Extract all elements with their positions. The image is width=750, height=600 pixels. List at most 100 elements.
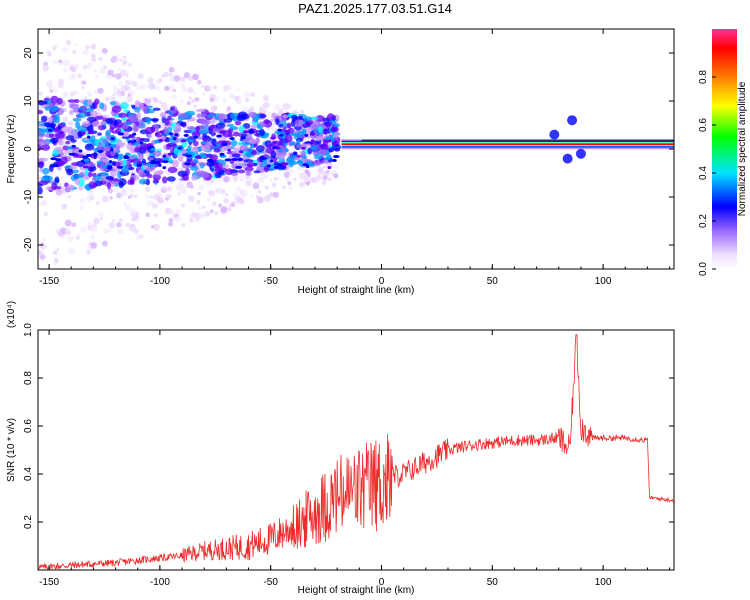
spectrogram-speckle bbox=[47, 128, 53, 132]
spectrogram-blob bbox=[40, 115, 48, 123]
spectrogram-scatter-cell bbox=[111, 55, 119, 63]
colorbar-label: Normalized spectral amplitude bbox=[737, 81, 748, 216]
spectrogram-scatter-cell bbox=[241, 190, 249, 197]
spectrogram-x-tick-label: 100 bbox=[595, 276, 612, 287]
spectrogram-x-tick-label: -150 bbox=[39, 276, 59, 287]
spectrogram-speckle bbox=[272, 146, 278, 150]
spectrogram-scatter-cell bbox=[56, 248, 60, 252]
spectrogram-scatter-cell bbox=[78, 137, 84, 143]
spectrogram-scatter-cell bbox=[69, 73, 76, 81]
spectrogram-scatter-cell bbox=[307, 137, 312, 142]
spectrogram-blob bbox=[263, 165, 270, 173]
spectrogram-blob bbox=[43, 138, 50, 146]
spectrogram-blob bbox=[54, 176, 60, 183]
spectrogram-scatter-cell bbox=[166, 186, 173, 192]
spectrogram-speckle bbox=[136, 163, 142, 167]
spectrogram-scatter-cell bbox=[283, 171, 290, 178]
spectrogram-speckle bbox=[162, 157, 169, 161]
spectrogram-scatter-cell bbox=[152, 203, 158, 209]
spectrogram-scatter-cell bbox=[133, 194, 138, 199]
spectrogram-speckle bbox=[162, 154, 167, 158]
spectrogram-scatter-cell bbox=[112, 84, 118, 90]
spectrogram-scatter-cell bbox=[88, 191, 95, 198]
spectrogram-speckle bbox=[117, 132, 125, 136]
spectrogram-scatter-cell bbox=[193, 90, 197, 95]
snr-series-line bbox=[38, 334, 674, 570]
spectrogram-scatter-cell bbox=[299, 181, 306, 188]
spectrogram-blob bbox=[278, 123, 284, 128]
spectrogram-blob bbox=[40, 144, 51, 151]
spectrogram-scatter-cell bbox=[124, 85, 131, 92]
spectrogram-blob bbox=[48, 164, 54, 172]
spectrogram-scatter-cell bbox=[249, 106, 255, 112]
colorbar-tick-label: 0.0 bbox=[698, 262, 709, 276]
spectrogram-scatter-cell bbox=[209, 97, 214, 103]
spectrogram-blob bbox=[118, 112, 128, 119]
spectrogram-y-tick-label: 10 bbox=[23, 95, 34, 107]
spectrogram-blob bbox=[73, 98, 80, 104]
spectrogram-scatter-cell bbox=[125, 223, 130, 227]
spectrogram-blob bbox=[217, 113, 226, 122]
spectrogram-scatter-cell bbox=[181, 223, 186, 228]
spectrogram-blob bbox=[76, 125, 87, 132]
spectrogram-blob bbox=[94, 98, 100, 105]
spectrogram-blob bbox=[48, 133, 54, 138]
colorbar-tick-label: 0.4 bbox=[698, 166, 709, 180]
spectrogram-scatter-cell bbox=[197, 206, 202, 210]
spectrogram-blob bbox=[306, 143, 311, 147]
spectrogram-blob bbox=[105, 118, 114, 124]
snr-panel: -150 -100 -50 0 50 100 0.2 0.4 0.6 0.8 1.0 Height … bbox=[6, 301, 675, 596]
spectrogram-speckle bbox=[238, 150, 244, 154]
spectrogram-blob bbox=[259, 128, 265, 137]
spectrogram-scatter-cell bbox=[223, 88, 227, 93]
spectrogram-speckle bbox=[158, 138, 164, 142]
spectrogram-scatter-cell bbox=[236, 87, 241, 92]
spectrogram-scatter-cell bbox=[175, 216, 182, 223]
snr-x-tick-label: 0 bbox=[379, 577, 385, 588]
spectrogram-blob bbox=[47, 116, 54, 124]
spectrogram-blob bbox=[128, 166, 135, 171]
spectrogram-scatter-cell bbox=[222, 98, 227, 103]
spectrogram-speckle bbox=[325, 136, 331, 140]
spectrogram-speckle bbox=[250, 144, 255, 148]
spectrogram-scatter-cell bbox=[164, 85, 170, 91]
spectrogram-blob bbox=[126, 142, 134, 151]
spectrogram-scatter-cell bbox=[180, 203, 186, 208]
spectrogram-scatter-cell bbox=[102, 240, 108, 247]
spectrogram-scatter-cell bbox=[233, 177, 238, 182]
colorbar-gradient bbox=[712, 29, 737, 269]
spectrogram-scatter-cell bbox=[127, 195, 132, 199]
spectrogram-blob bbox=[195, 108, 206, 113]
spectrogram-scatter-cell bbox=[38, 250, 43, 258]
spectrogram-scatter-cell bbox=[225, 107, 231, 113]
spectrogram-scatter-cell bbox=[197, 80, 202, 85]
spectrogram-scatter-cell bbox=[175, 183, 182, 189]
spectrogram-scatter-cell bbox=[117, 228, 124, 235]
spectrogram-scatter-cell bbox=[109, 196, 113, 200]
spectrogram-blob bbox=[120, 164, 130, 173]
spectrogram-blob bbox=[230, 139, 238, 147]
spectrogram-blob bbox=[86, 116, 97, 122]
spectrogram-scatter-cell bbox=[152, 96, 158, 102]
spectrogram-blob bbox=[146, 173, 153, 179]
spectrogram-scatter-cell bbox=[58, 59, 63, 64]
spectrogram-blob bbox=[78, 107, 85, 111]
spectrogram-blob bbox=[298, 115, 303, 120]
spectrogram-scatter-cell bbox=[116, 89, 124, 97]
spectrogram-blob bbox=[97, 141, 103, 149]
spectrogram-blob bbox=[275, 165, 286, 170]
spectrogram-speckle bbox=[150, 147, 156, 151]
spectrogram-scatter-cell bbox=[53, 59, 58, 65]
spectrogram-blob bbox=[174, 123, 181, 131]
spectrogram-speckle bbox=[296, 160, 304, 164]
spectrogram-blob bbox=[214, 171, 222, 179]
spectrogram-blob bbox=[243, 159, 254, 163]
spectrogram-speckle bbox=[259, 156, 267, 160]
spectrogram-speckle bbox=[269, 159, 273, 163]
spectrogram-scatter-cell bbox=[273, 176, 278, 181]
spectrogram-scatter-cell bbox=[111, 73, 116, 78]
spectrogram-blob bbox=[311, 144, 319, 151]
